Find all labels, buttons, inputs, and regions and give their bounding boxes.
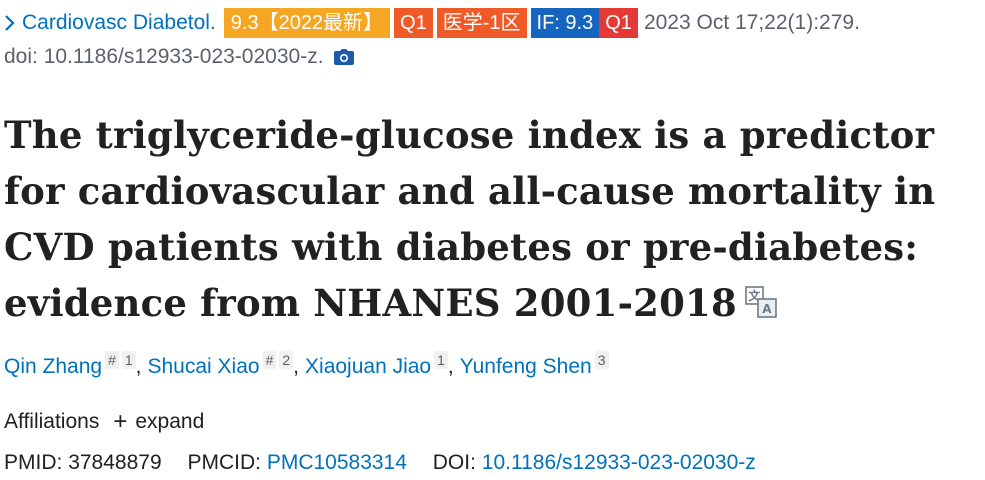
identifiers-row: PMID: 37848879 PMCID: PMC10583314 DOI: 1… xyxy=(4,446,756,480)
doi-label: DOI: xyxy=(432,451,476,474)
author-separator: , xyxy=(293,355,300,378)
camera-icon[interactable] xyxy=(333,49,354,65)
affiliation-ref[interactable]: 2 xyxy=(279,351,294,369)
author-link[interactable]: Qin Zhang xyxy=(4,355,103,378)
quartile-badge: Q1 xyxy=(394,8,433,38)
citation-doi-line: doi: 10.1186/s12933-023-02030-z. xyxy=(4,40,979,74)
doi-link[interactable]: 10.1186/s12933-023-02030-z xyxy=(481,451,756,474)
equal-contribution-mark[interactable]: # xyxy=(105,351,119,369)
article-title-text: The triglyceride-glucose index is a pred… xyxy=(4,113,936,325)
affiliations-row: Affiliations + expand xyxy=(4,405,204,439)
author-link[interactable]: Yunfeng Shen xyxy=(459,355,592,378)
pmcid-label: PMCID: xyxy=(187,451,261,474)
svg-text:A: A xyxy=(762,302,772,316)
expand-affiliations-button[interactable]: + expand xyxy=(113,405,204,439)
if-badge: IF: 9.3 xyxy=(530,8,600,38)
pmid-value: 37848879 xyxy=(68,451,162,474)
pmcid-link[interactable]: PMC10583314 xyxy=(266,451,407,474)
article-title: The triglyceride-glucose index is a pred… xyxy=(4,107,984,333)
equal-contribution-mark[interactable]: # xyxy=(262,351,277,369)
author-list: Qin Zhang #1, Shucai Xiao #2, Xiaojuan Jiao 1… xyxy=(4,350,609,384)
if-quartile-badge: Q1 xyxy=(599,8,638,38)
chevron-right-icon[interactable] xyxy=(4,8,22,38)
author-link[interactable]: Xiaojuan Jiao xyxy=(305,355,432,378)
affiliation-ref[interactable]: 3 xyxy=(594,351,609,369)
translate-icon[interactable]: 文 A xyxy=(745,277,777,333)
plus-icon: + xyxy=(113,408,128,435)
citation-doi: doi: 10.1186/s12933-023-02030-z. xyxy=(4,45,324,68)
author-separator: , xyxy=(135,355,142,378)
citation-date-volume: 2023 Oct 17;22(1):279. xyxy=(643,11,860,34)
citation-line: Cardiovasc Diabetol. 9.3【2022最新】 Q1 医学-1… xyxy=(4,6,979,40)
author-separator: , xyxy=(447,355,454,378)
affiliation-ref[interactable]: 1 xyxy=(121,351,136,369)
impact-badge: 9.3【2022最新】 xyxy=(223,8,391,38)
affiliation-ref[interactable]: 1 xyxy=(434,351,448,369)
citation-block: Cardiovasc Diabetol. 9.3【2022最新】 Q1 医学-1… xyxy=(4,6,979,74)
author-link[interactable]: Shucai Xiao xyxy=(147,355,260,378)
pmid-label: PMID: xyxy=(4,451,63,474)
category-badge: 医学-1区 xyxy=(436,8,527,38)
expand-label: expand xyxy=(135,410,205,433)
affiliations-label: Affiliations xyxy=(4,410,100,433)
journal-link[interactable]: Cardiovasc Diabetol. xyxy=(22,11,216,34)
